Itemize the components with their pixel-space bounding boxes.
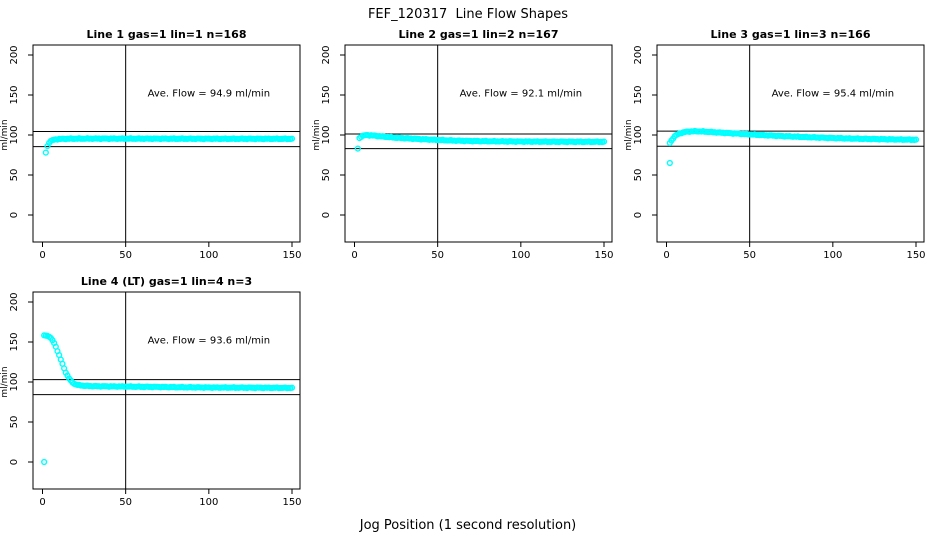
y-tick-label: 50 [9, 169, 20, 182]
plot-box [656, 44, 925, 243]
y-tick-label: 100 [9, 372, 20, 391]
y-axis-title: ml/min [624, 119, 634, 150]
x-tick-label: 50 [743, 250, 756, 261]
panel-title: Line 2 gas=1 lin=2 n=167 [398, 28, 558, 41]
y-axis-title: ml/min [0, 119, 10, 150]
y-tick-label: 0 [9, 459, 20, 465]
y-tick-label: 150 [9, 85, 20, 104]
outlier-point [354, 145, 361, 152]
x-tick-label: 150 [594, 250, 613, 261]
panel-line-2: Line 2 gas=1 lin=2 n=167 0 50 100 150 0 50 100 1… [312, 25, 624, 265]
data-point [600, 138, 608, 145]
panel-title: Line 4 (LT) gas=1 lin=4 n=3 [81, 275, 252, 288]
y-tick-label: 0 [9, 212, 20, 218]
x-tick-label: 100 [823, 250, 842, 261]
outlier-point [41, 458, 48, 466]
x-tick-label: 150 [906, 250, 925, 261]
x-tick-label: 100 [199, 497, 218, 508]
ave-flow-annotation: Ave. Flow = 93.6 ml/min [148, 336, 270, 347]
panel-title: Line 1 gas=1 lin=1 n=168 [86, 28, 246, 41]
y-tick-label: 200 [9, 45, 20, 64]
x-tick-label: 0 [39, 250, 45, 261]
plot-box [32, 44, 301, 243]
panel-plot-svg: Line 1 gas=1 lin=1 n=168 0 50 100 150 0 50 100 1… [0, 28, 302, 261]
x-tick-label: 0 [351, 250, 357, 261]
y-tick-label: 200 [9, 292, 20, 311]
y-tick-label: 100 [633, 125, 644, 144]
x-tick-label: 50 [119, 497, 132, 508]
x-tick-label: 150 [282, 250, 301, 261]
y-tick-label: 200 [633, 45, 644, 64]
panel-line-3: Line 3 gas=1 lin=3 n=166 0 50 100 150 0 50 100 1… [624, 25, 936, 265]
panel-grid: Line 1 gas=1 lin=1 n=168 0 50 100 150 0 50 100 1… [0, 25, 936, 512]
plot-box [344, 44, 613, 243]
y-tick-label: 150 [9, 332, 20, 351]
panel-title: Line 3 gas=1 lin=3 n=166 [710, 28, 870, 41]
panel-plot-svg: Line 3 gas=1 lin=3 n=166 0 50 100 150 0 50 100 1… [624, 28, 926, 261]
panel-line-4-lt: Line 4 (LT) gas=1 lin=4 n=3 0 50 100 150 0 50 1… [0, 272, 312, 512]
ave-flow-annotation: Ave. Flow = 92.1 ml/min [460, 89, 582, 100]
y-axis-title: ml/min [0, 366, 10, 397]
x-tick-label: 100 [511, 250, 530, 261]
x-tick-label: 150 [282, 497, 301, 508]
y-tick-label: 200 [321, 45, 332, 64]
y-tick-label: 150 [321, 85, 332, 104]
y-tick-label: 50 [633, 169, 644, 182]
plot-box [32, 291, 301, 490]
data-point [912, 136, 920, 143]
data-point [288, 384, 296, 391]
y-axis-title: ml/min [312, 119, 322, 150]
data-point [288, 135, 296, 142]
x-tick-label: 0 [39, 497, 45, 508]
y-tick-label: 150 [633, 85, 644, 104]
y-tick-label: 100 [9, 125, 20, 144]
y-tick-label: 0 [633, 212, 644, 218]
panel-plot-svg: Line 4 (LT) gas=1 lin=4 n=3 0 50 100 150 0 50 1… [0, 275, 302, 508]
panel-plot-svg: Line 2 gas=1 lin=2 n=167 0 50 100 150 0 50 100 1… [312, 28, 614, 261]
y-tick-label: 100 [321, 125, 332, 144]
ave-flow-annotation: Ave. Flow = 94.9 ml/min [148, 89, 270, 100]
x-tick-label: 100 [199, 250, 218, 261]
page-title: FEF_120317 Line Flow Shapes [367, 7, 569, 22]
y-tick-label: 0 [321, 212, 332, 218]
x-tick-label: 50 [431, 250, 444, 261]
x-tick-label: 50 [119, 250, 132, 261]
outlier-point [42, 149, 49, 156]
panel-line-1: Line 1 gas=1 lin=1 n=168 0 50 100 150 0 50 100 1… [0, 25, 312, 265]
x-tick-label: 0 [663, 250, 669, 261]
y-tick-label: 50 [9, 416, 20, 429]
outlier-point [666, 159, 673, 167]
y-tick-label: 50 [321, 169, 332, 182]
ave-flow-annotation: Ave. Flow = 95.4 ml/min [772, 89, 894, 100]
x-axis-label: Jog Position (1 second resolution) [359, 518, 577, 533]
